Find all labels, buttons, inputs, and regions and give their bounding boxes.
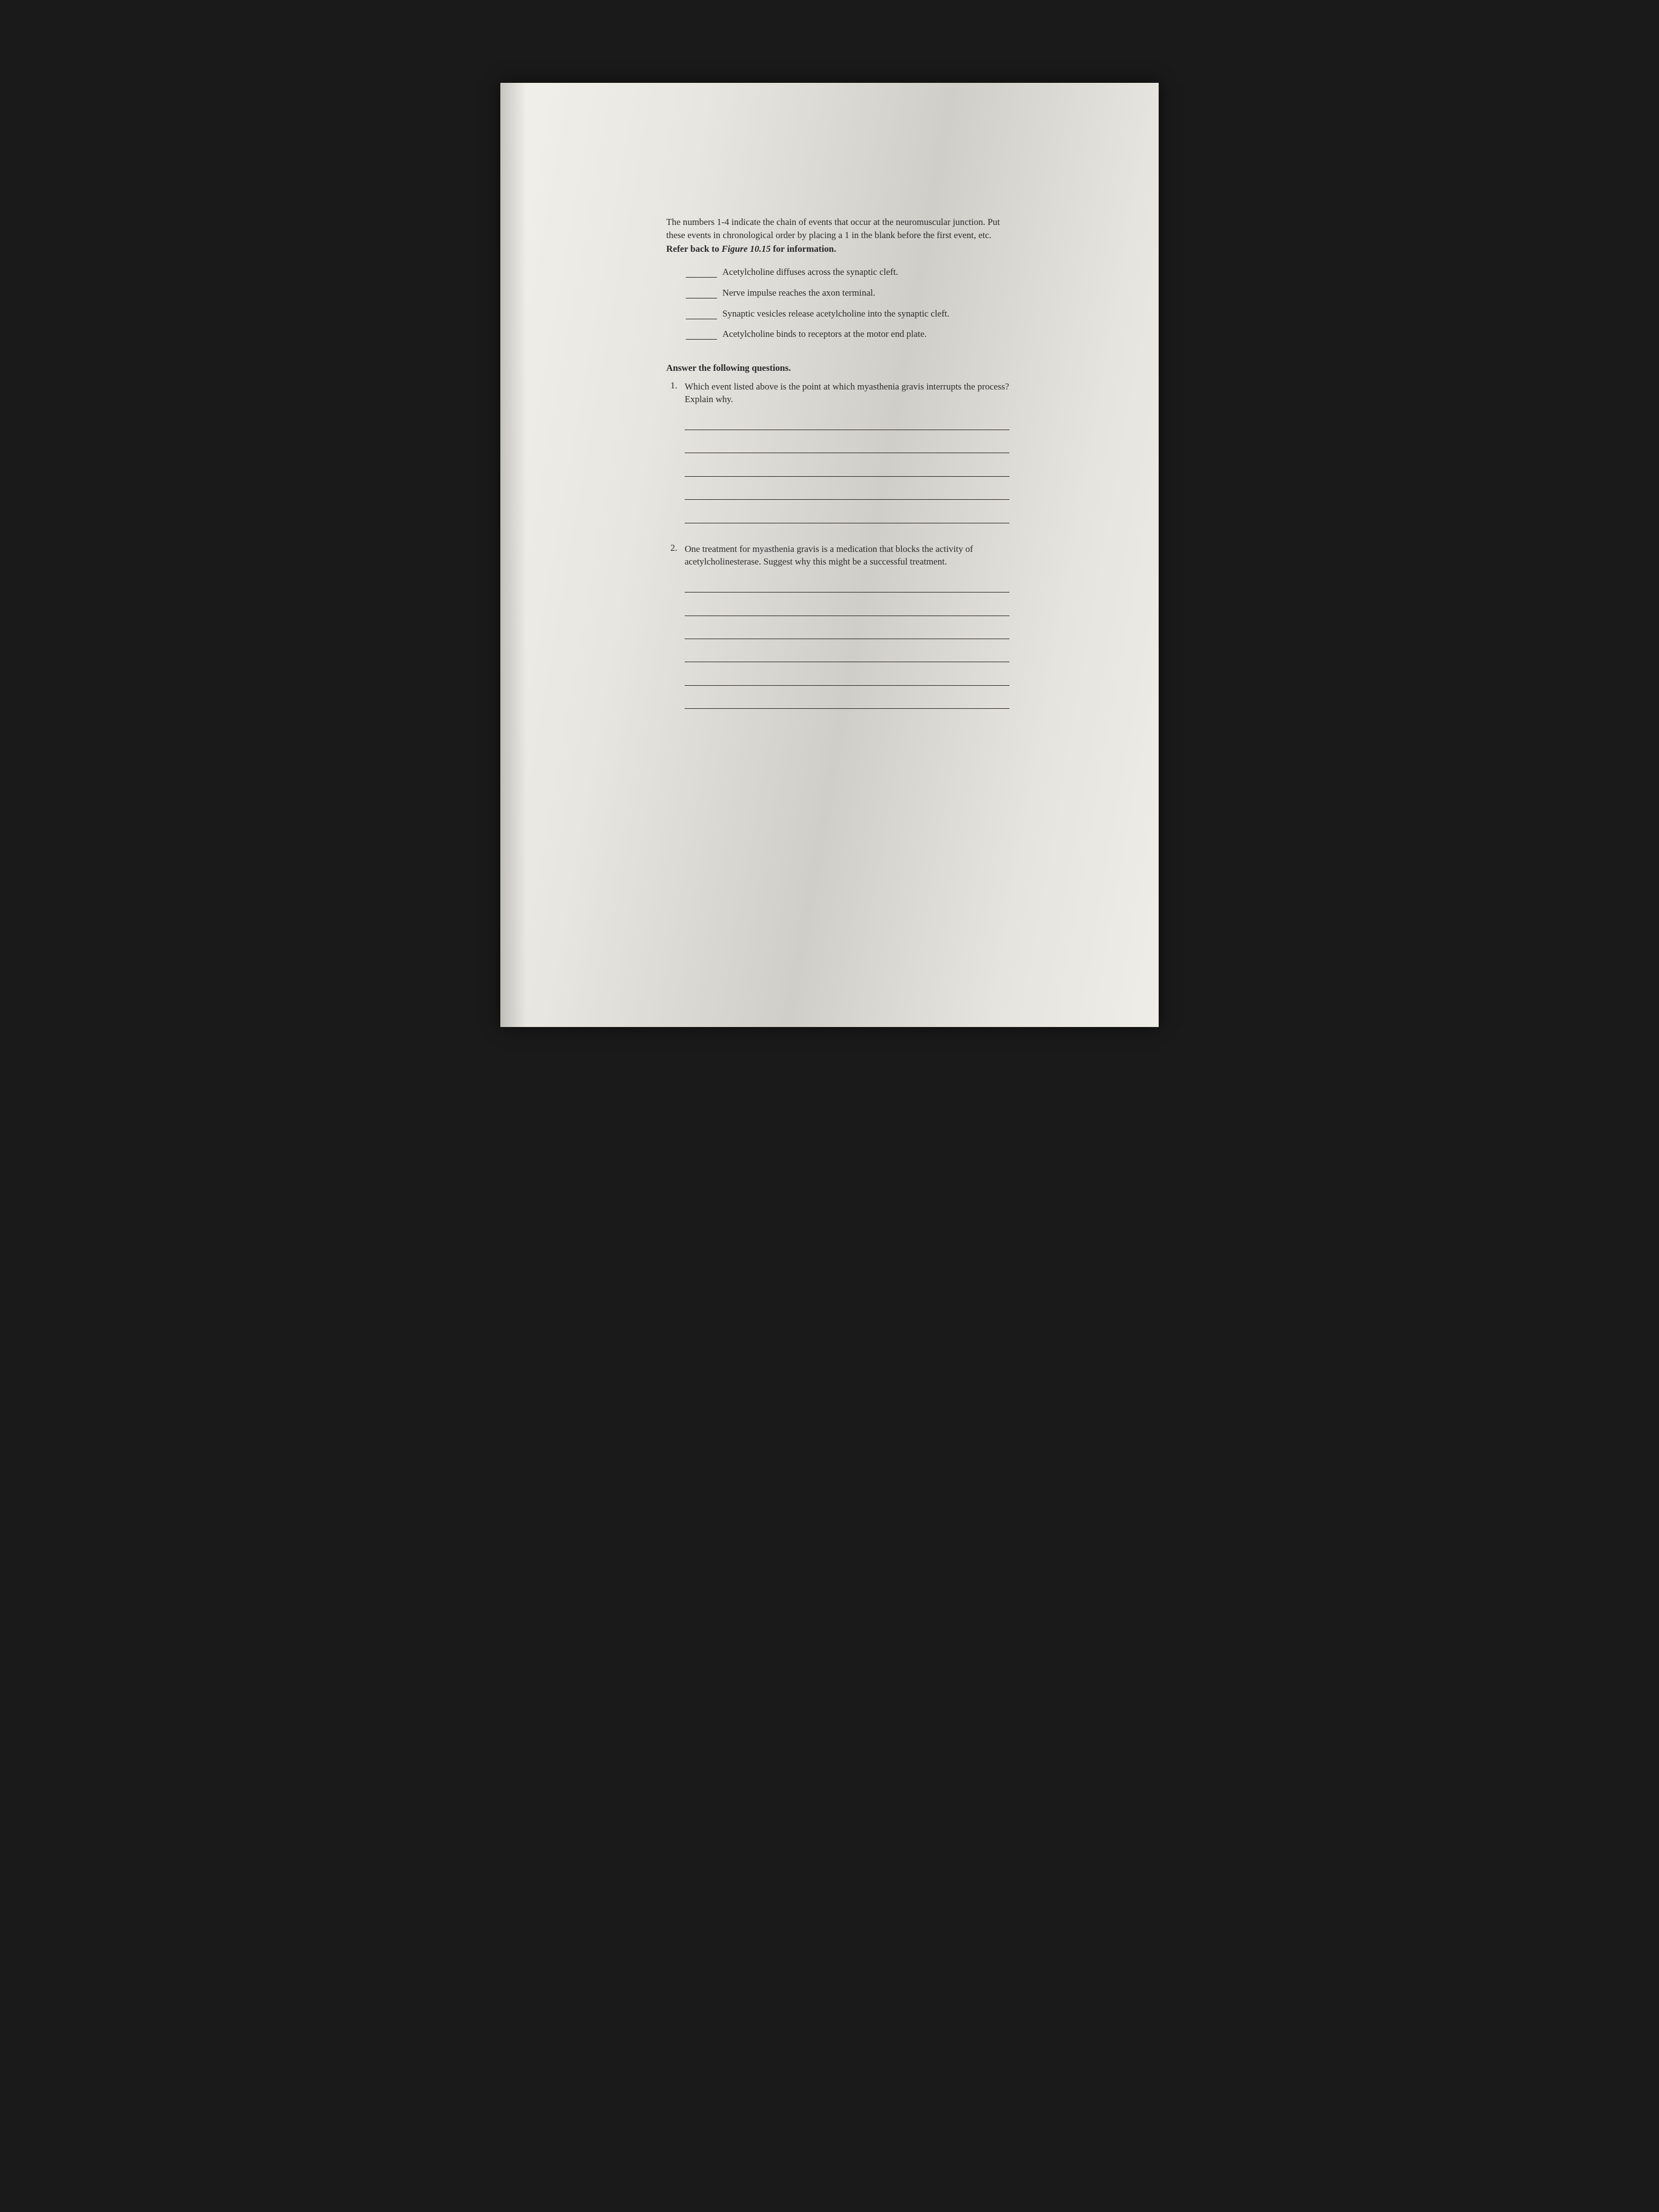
question-number: 2.: [666, 543, 685, 709]
answer-line: [685, 699, 1009, 709]
answer-line: [685, 490, 1009, 500]
instructions-lead: The numbers 1-4 indicate the chain of ev…: [666, 217, 1000, 240]
answer-line: [685, 583, 1009, 593]
question-body: Which event listed above is the point at…: [685, 380, 1009, 523]
answer-line: [685, 606, 1009, 616]
order-item: Nerve impulse reaches the axon terminal.: [686, 287, 1009, 298]
question-text: Which event listed above is the point at…: [685, 380, 1009, 406]
binding-shadow: [500, 83, 527, 1027]
question-text: One treatment for myasthenia gravis is a…: [685, 543, 1009, 568]
fill-blank[interactable]: [686, 330, 717, 340]
ordering-list: Acetylcholine diffuses across the synapt…: [686, 267, 1009, 340]
answer-line: [685, 514, 1009, 523]
fill-blank[interactable]: [686, 309, 717, 319]
fill-blank[interactable]: [686, 268, 717, 278]
instructions-paragraph: The numbers 1-4 indicate the chain of ev…: [666, 216, 1009, 256]
instructions-figure-ref: Figure 10.15: [721, 244, 771, 254]
question-item: 1. Which event listed above is the point…: [666, 380, 1009, 523]
order-item: Synaptic vesicles release acetylcholine …: [686, 308, 1009, 319]
question-number: 1.: [666, 380, 685, 523]
answer-area[interactable]: [685, 583, 1009, 709]
worksheet-page: The numbers 1-4 indicate the chain of ev…: [500, 83, 1159, 1027]
order-item: Acetylcholine binds to receptors at the …: [686, 329, 1009, 340]
answer-line: [685, 629, 1009, 639]
order-item-text: Nerve impulse reaches the axon terminal.: [723, 287, 876, 298]
answer-line: [685, 420, 1009, 430]
instructions-bold-1: Refer back to: [666, 244, 721, 254]
section-heading: Answer the following questions.: [666, 363, 1009, 374]
fill-blank[interactable]: [686, 288, 717, 298]
answer-line: [685, 444, 1009, 454]
answer-line: [685, 676, 1009, 686]
order-item-text: Acetylcholine diffuses across the synapt…: [723, 267, 898, 278]
question-list: 1. Which event listed above is the point…: [666, 380, 1009, 709]
order-item-text: Acetylcholine binds to receptors at the …: [723, 329, 927, 340]
answer-line: [685, 467, 1009, 477]
order-item: Acetylcholine diffuses across the synapt…: [686, 267, 1009, 278]
question-item: 2. One treatment for myasthenia gravis i…: [666, 543, 1009, 709]
instructions-bold-2: for information.: [771, 244, 836, 254]
answer-area[interactable]: [685, 420, 1009, 523]
question-body: One treatment for myasthenia gravis is a…: [685, 543, 1009, 709]
order-item-text: Synaptic vesicles release acetylcholine …: [723, 308, 950, 319]
answer-line: [685, 653, 1009, 663]
